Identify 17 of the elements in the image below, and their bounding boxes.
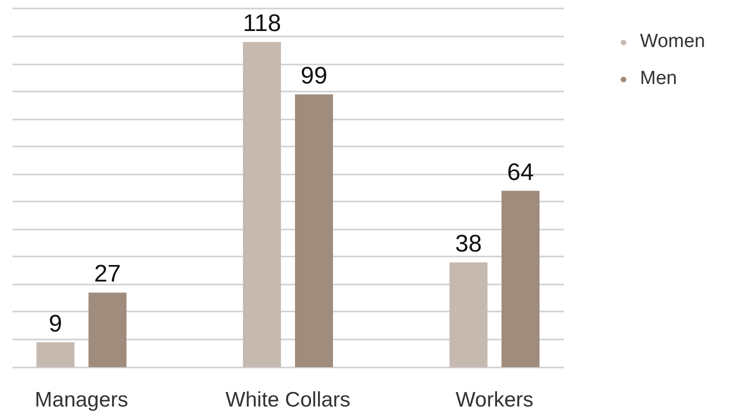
legend-label: Men: [640, 68, 677, 90]
data-label: 9: [48, 310, 62, 338]
x-tick-label: White Collars: [226, 388, 350, 412]
bar: [295, 94, 334, 368]
data-label: 64: [507, 158, 534, 186]
x-tick-label: Managers: [34, 388, 128, 412]
bar: [242, 42, 281, 368]
data-label: 38: [455, 230, 482, 258]
bar: [88, 292, 126, 368]
bar: [449, 262, 488, 368]
bar: [36, 342, 74, 368]
data-label: 118: [242, 10, 282, 37]
legend-label: Women: [640, 31, 706, 53]
bar: [502, 190, 540, 368]
data-label: 99: [300, 62, 328, 90]
data-label: 27: [94, 260, 121, 288]
x-tick-label: Workers: [456, 388, 534, 412]
